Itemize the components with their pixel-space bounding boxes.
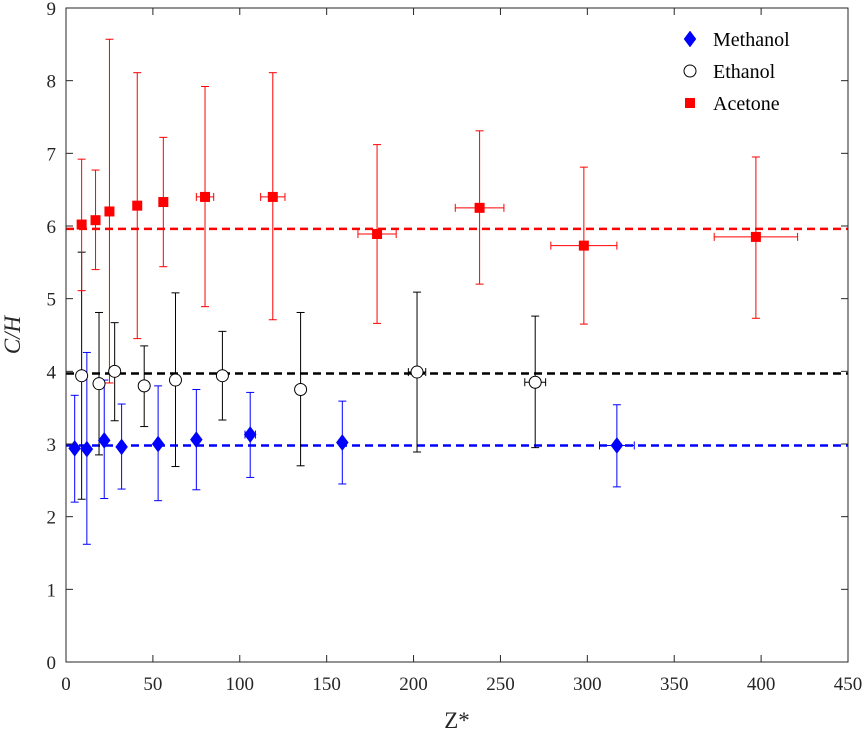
x-tick-label: 200 [399, 674, 428, 695]
reference-lines [66, 227, 848, 447]
x-tick-label: 450 [834, 674, 862, 695]
ethanol-point [75, 369, 89, 383]
acetone-point [474, 202, 485, 213]
legend-label-acetone: Acetone [713, 93, 780, 115]
legend-label-methanol: Methanol [713, 29, 790, 51]
methanol-point [68, 439, 82, 457]
y-axis-label: C/H [0, 314, 25, 354]
y-tick-label: 0 [47, 653, 57, 674]
acetone-point [372, 228, 383, 239]
x-tick-label: 0 [61, 674, 71, 695]
acetone-point [132, 200, 143, 211]
methanol-point [115, 438, 128, 456]
methanol-point [190, 431, 203, 449]
y-tick-label: 8 [47, 72, 57, 93]
methanol-point [243, 426, 257, 443]
x-tick-label: 150 [312, 674, 341, 695]
methanol-point [80, 440, 94, 458]
ethanol-point [137, 379, 151, 393]
y-tick-label: 2 [47, 508, 57, 529]
acetone-point [90, 215, 101, 226]
ethanol-point [410, 365, 424, 379]
ethanol-point [528, 375, 542, 389]
y-tick-label: 4 [47, 362, 57, 383]
legend-box [672, 22, 840, 120]
legend-marker-methanol [683, 30, 697, 48]
methanol-point [97, 431, 111, 449]
ethanol-point [92, 377, 106, 391]
legend: Methanol Ethanol Acetone [672, 22, 840, 120]
ethanol-point [108, 364, 122, 378]
methanol-point [335, 434, 349, 451]
x-tick-labels: 0 50 100 150 200 250 300 350 400 450 [61, 674, 862, 695]
acetone-point [76, 219, 87, 230]
acetone-point [267, 191, 278, 202]
y-tick-labels: 0 1 2 3 4 5 6 7 8 9 [47, 0, 57, 674]
y-tick-label: 1 [47, 580, 57, 601]
x-axis-label: Z* [444, 708, 470, 733]
x-tick-label: 400 [747, 674, 776, 695]
ethanol-point [294, 383, 308, 396]
ethanol-point [168, 373, 182, 387]
y-tick-label: 7 [47, 144, 57, 165]
acetone-point [158, 197, 169, 208]
y-tick-label: 3 [47, 435, 57, 456]
acetone-point [200, 191, 211, 202]
plot-frame [65, 7, 849, 663]
ethanol-point [215, 369, 229, 383]
data-markers [68, 191, 761, 458]
acetone-point [578, 240, 589, 251]
y-tick-label: 9 [47, 0, 57, 20]
y-tick-label: 6 [47, 217, 57, 238]
acetone-point [750, 231, 761, 242]
axis-ticks [65, 7, 849, 663]
legend-marker-acetone [685, 98, 695, 108]
legend-label-ethanol: Ethanol [713, 61, 776, 83]
x-tick-label: 100 [226, 674, 255, 695]
x-tick-label: 300 [573, 674, 602, 695]
x-tick-label: 250 [486, 674, 515, 695]
x-tick-label: 50 [143, 674, 162, 695]
legend-marker-ethanol [683, 64, 697, 78]
methanol-point [151, 435, 165, 453]
y-tick-label: 5 [47, 290, 57, 311]
x-tick-label: 350 [660, 674, 689, 695]
acetone-point [104, 206, 115, 217]
methanol-point [610, 437, 624, 454]
